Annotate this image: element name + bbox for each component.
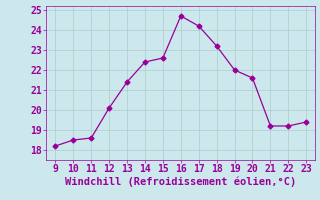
X-axis label: Windchill (Refroidissement éolien,°C): Windchill (Refroidissement éolien,°C) — [65, 177, 296, 187]
